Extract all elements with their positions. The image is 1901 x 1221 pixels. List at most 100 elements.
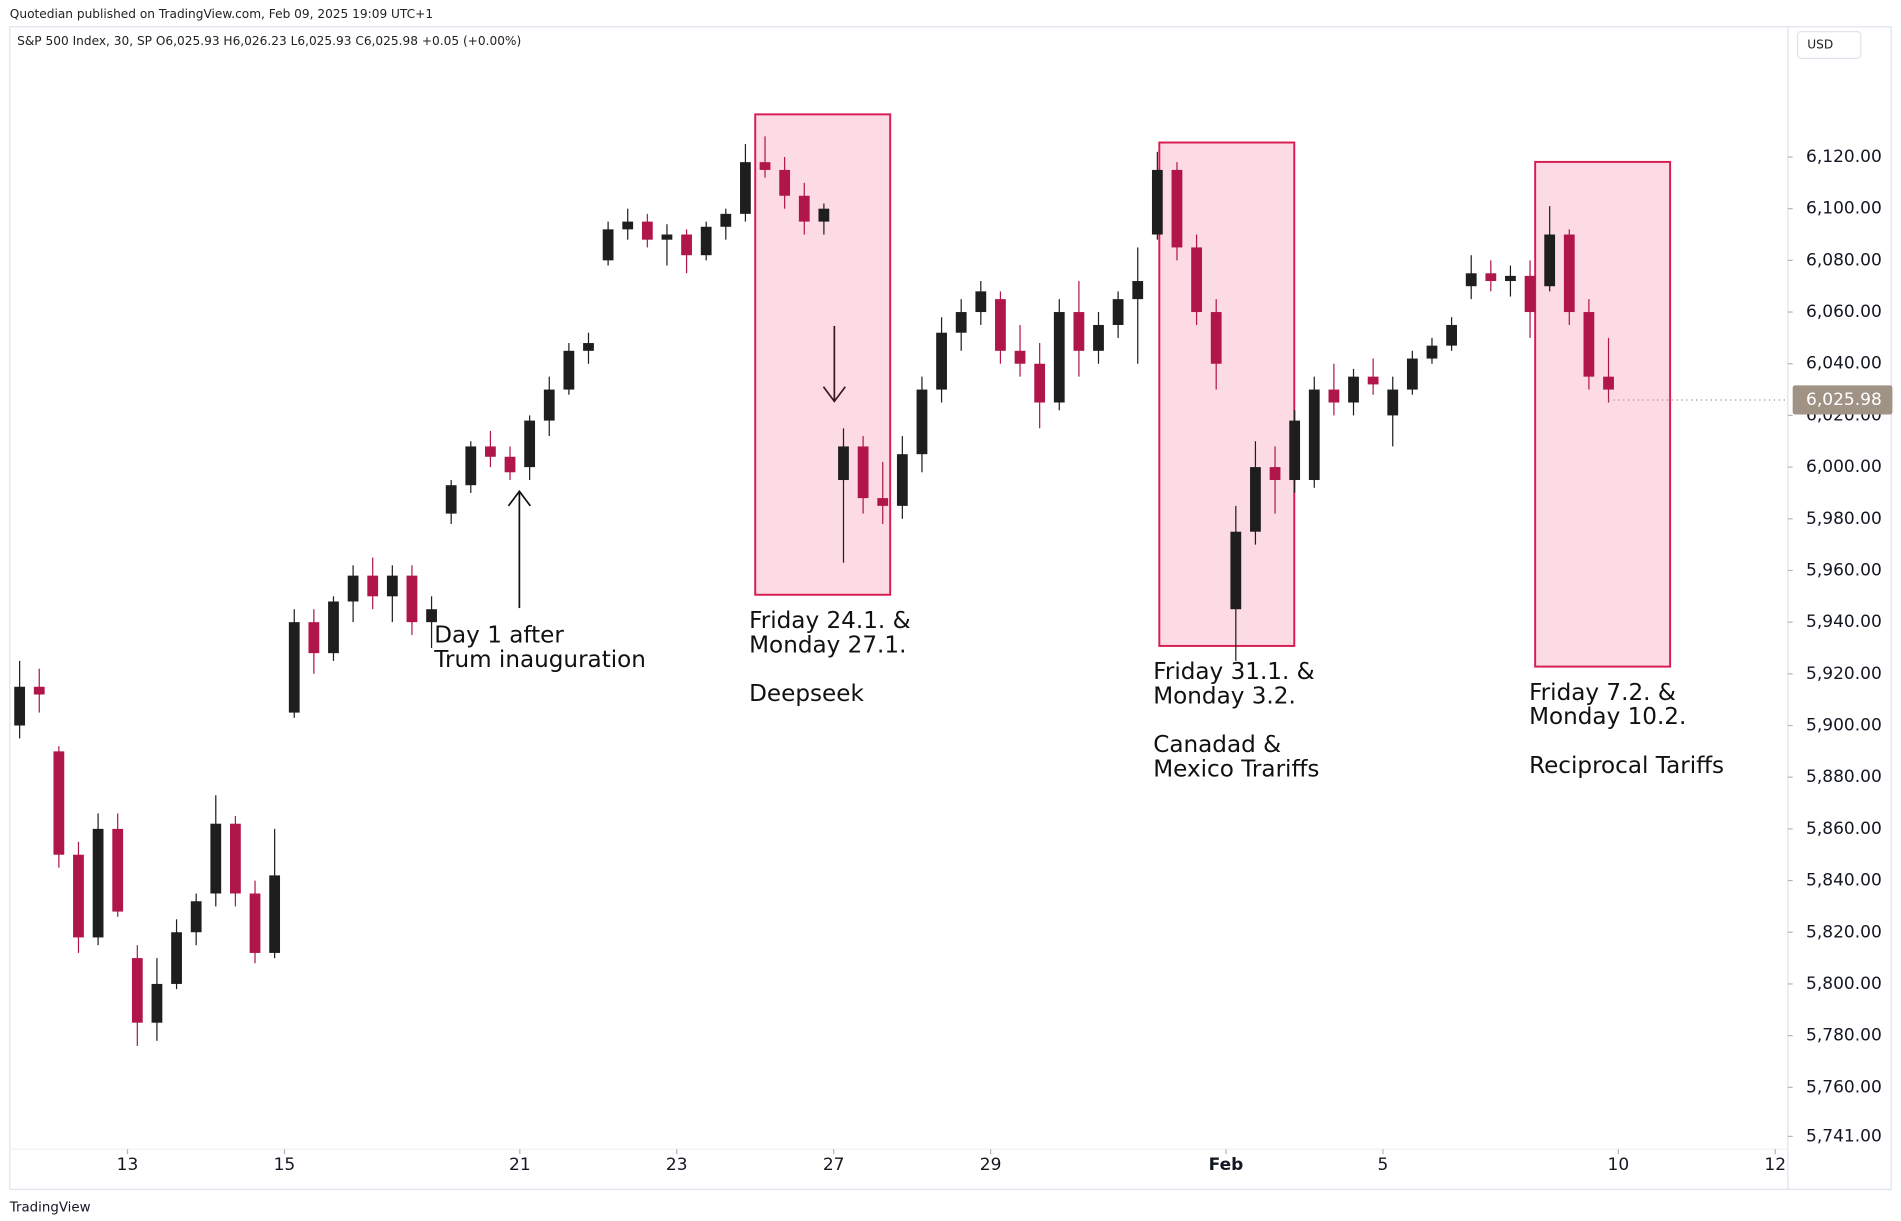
candle-body bbox=[1387, 389, 1399, 416]
candle-body bbox=[1544, 234, 1556, 287]
candle-body bbox=[386, 575, 398, 597]
candle-body bbox=[1210, 312, 1222, 364]
x-tick-label: 27 bbox=[823, 1155, 845, 1175]
candle-body bbox=[1485, 273, 1497, 282]
box-label: Monday 3.2. bbox=[1153, 684, 1296, 710]
y-tick-label: 6,000.00 bbox=[1806, 457, 1882, 477]
candle-body bbox=[14, 686, 26, 726]
y-tick-label: 5,760.00 bbox=[1806, 1077, 1882, 1097]
candle-body bbox=[857, 446, 869, 499]
y-tick-label: 5,840.00 bbox=[1806, 871, 1882, 891]
y-tick-label: 5,980.00 bbox=[1806, 509, 1882, 529]
candle-body bbox=[33, 686, 45, 695]
candle-body bbox=[877, 498, 889, 506]
candle-body bbox=[936, 332, 947, 390]
candle-body bbox=[1308, 389, 1320, 481]
candle-body bbox=[740, 162, 751, 214]
candle-body bbox=[269, 875, 281, 953]
arrow-head bbox=[822, 386, 846, 403]
candle-body bbox=[1465, 273, 1477, 287]
candle-body bbox=[445, 485, 457, 514]
y-tick-label: 5,780.00 bbox=[1806, 1026, 1882, 1046]
y-tick-label: 6,100.00 bbox=[1806, 199, 1882, 219]
y-tick-label: 5,900.00 bbox=[1806, 716, 1882, 736]
candle-body bbox=[347, 575, 359, 602]
candle-body bbox=[1191, 247, 1202, 313]
candle-body bbox=[1583, 312, 1595, 377]
candle-body bbox=[1563, 234, 1575, 313]
candle-body bbox=[1524, 275, 1536, 313]
last-price-label: 6,025.98 bbox=[1806, 390, 1882, 410]
y-tick-label: 5,820.00 bbox=[1806, 922, 1882, 942]
candle-body bbox=[1073, 312, 1085, 351]
up-arrow bbox=[507, 489, 532, 609]
y-tick-label: 6,060.00 bbox=[1806, 302, 1882, 322]
arrow-head bbox=[507, 489, 532, 507]
candle-body bbox=[171, 932, 182, 984]
candle-body bbox=[151, 983, 163, 1023]
candle-body bbox=[465, 446, 477, 486]
candle-body bbox=[1053, 312, 1065, 403]
candle-body bbox=[1132, 281, 1144, 300]
box-label: Friday 7.2. & bbox=[1529, 680, 1676, 706]
y-tick-label: 6,040.00 bbox=[1806, 354, 1882, 374]
candle-body bbox=[190, 901, 202, 933]
currency-box[interactable] bbox=[1796, 31, 1862, 59]
x-tick-label: 29 bbox=[980, 1155, 1002, 1175]
currency[interactable]: USD bbox=[1807, 37, 1833, 51]
box-note: Reciprocal Tariffs bbox=[1529, 753, 1724, 779]
candle-body bbox=[1505, 275, 1516, 282]
candle-body bbox=[818, 208, 830, 222]
highlight-box bbox=[754, 113, 892, 596]
candle-body bbox=[1250, 467, 1261, 532]
candle-body bbox=[1367, 376, 1379, 385]
candle-body bbox=[896, 454, 908, 506]
candle-body bbox=[798, 195, 810, 222]
candle-body bbox=[641, 221, 653, 240]
candle-body bbox=[1406, 358, 1418, 390]
candle-body bbox=[210, 823, 222, 894]
candle-body bbox=[1034, 363, 1046, 403]
candle-body bbox=[681, 234, 692, 256]
candle-body bbox=[975, 291, 987, 313]
candle-body bbox=[524, 420, 536, 468]
footer-logo[interactable]: TradingView bbox=[9, 1201, 91, 1216]
candle-body bbox=[1348, 376, 1359, 403]
candle-body bbox=[426, 609, 437, 623]
box-label: Friday 31.1. & bbox=[1153, 659, 1314, 685]
candle-body bbox=[622, 221, 634, 230]
candle-body bbox=[1328, 389, 1340, 403]
y-tick-label: 6,080.00 bbox=[1806, 250, 1882, 270]
candle-body bbox=[1014, 350, 1026, 364]
candle-body bbox=[1112, 299, 1124, 325]
candle-body bbox=[1093, 324, 1104, 351]
x-tick-label: 12 bbox=[1764, 1155, 1786, 1175]
candle-body bbox=[504, 456, 516, 473]
publisher: Quotedian published on TradingView.com, … bbox=[10, 7, 433, 21]
candle-body bbox=[308, 622, 320, 654]
candle-body bbox=[563, 350, 575, 390]
y-tick-label: 5,880.00 bbox=[1806, 767, 1882, 787]
x-tick-label: Feb bbox=[1209, 1155, 1244, 1175]
candle-body bbox=[1171, 169, 1183, 248]
candle-body bbox=[230, 823, 241, 894]
candle-body bbox=[73, 854, 84, 938]
candle-body bbox=[583, 343, 594, 351]
x-tick-label: 23 bbox=[666, 1155, 688, 1175]
candle-body bbox=[916, 389, 928, 455]
x-tick-label: 21 bbox=[509, 1155, 531, 1175]
candle-body bbox=[288, 622, 300, 713]
x-tick-label: 15 bbox=[274, 1155, 296, 1175]
y-tick-label: 5,920.00 bbox=[1806, 664, 1882, 684]
candle-body bbox=[1289, 420, 1301, 481]
candle-body bbox=[131, 958, 143, 1023]
x-tick-label: 5 bbox=[1378, 1155, 1389, 1175]
candle-body bbox=[112, 828, 124, 912]
chart-frame bbox=[9, 26, 1892, 1190]
candle-body bbox=[1426, 345, 1438, 359]
candle-body bbox=[720, 213, 732, 227]
candle-body bbox=[995, 299, 1006, 351]
candle-body bbox=[249, 893, 261, 953]
